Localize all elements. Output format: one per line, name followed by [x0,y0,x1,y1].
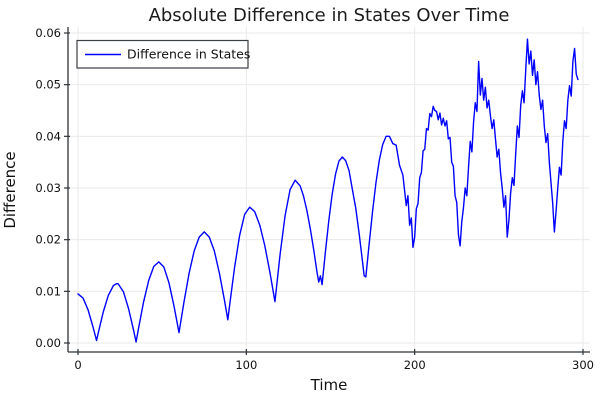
y-tick-label: 0.01 [35,284,61,298]
chart-title: Absolute Difference in States Over Time [149,5,510,26]
data-series [77,38,579,343]
y-tick-label: 0.00 [35,336,61,350]
y-tick-label: 0.04 [35,129,61,143]
y-tick-label: 0.06 [35,26,61,40]
y-tick-label: 0.03 [35,181,61,195]
x-axis-label: Time [310,376,348,394]
x-tick-label: 200 [404,358,426,372]
x-tick-label: 0 [74,358,81,372]
x-tick-label: 300 [572,358,594,372]
legend-box [76,39,249,69]
legend-label: Difference in States [127,47,250,62]
difference-line [77,38,579,343]
y-tick-label: 0.02 [35,233,61,247]
axes: 0 100 200 300 0.00 0.01 0.02 0.03 0.04 0.05 0.06 [35,26,594,372]
legend: Difference in States [76,39,250,69]
grid-lines [68,27,590,352]
x-tick-label: 100 [235,358,257,372]
y-axis-label: Difference [1,151,19,228]
y-tick-label: 0.05 [35,78,61,92]
